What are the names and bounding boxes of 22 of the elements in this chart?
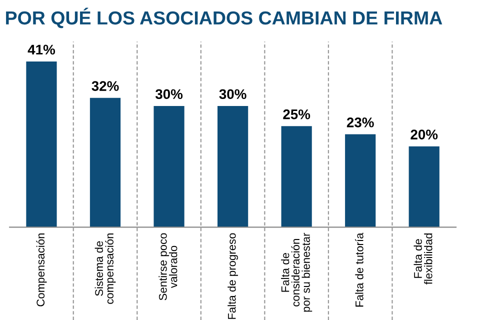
bar: [217, 106, 248, 228]
data-label: 23%: [346, 117, 374, 128]
data-label: 20%: [410, 130, 438, 140]
x-tick-label: Falta de flexibilidad: [414, 233, 432, 284]
data-label: 32%: [92, 81, 119, 91]
bar: [408, 146, 440, 228]
bar: [26, 61, 57, 228]
x-tick-label: Compensación: [36, 233, 47, 306]
data-label: 41%: [28, 44, 56, 55]
bar: [90, 98, 121, 228]
data-label: 30%: [155, 89, 183, 100]
bar: [154, 106, 184, 228]
bar: [281, 126, 312, 228]
data-label: 25%: [283, 109, 310, 120]
x-tick-label: Falta de tutoría: [355, 232, 364, 307]
x-tick-label: Sistema de compensación: [94, 233, 116, 304]
x-tick-label: Falta de consideración por su bienestar: [281, 232, 312, 312]
data-label: 30%: [219, 89, 246, 100]
x-tick-label: Falta de progreso: [228, 233, 238, 319]
x-tick-label: Sentirse poco valorado: [158, 233, 178, 300]
chart-title: POR QUÉ LOS ASOCIADOS CAMBIAN DE FIRMA: [6, 8, 442, 28]
bar: [345, 134, 376, 228]
